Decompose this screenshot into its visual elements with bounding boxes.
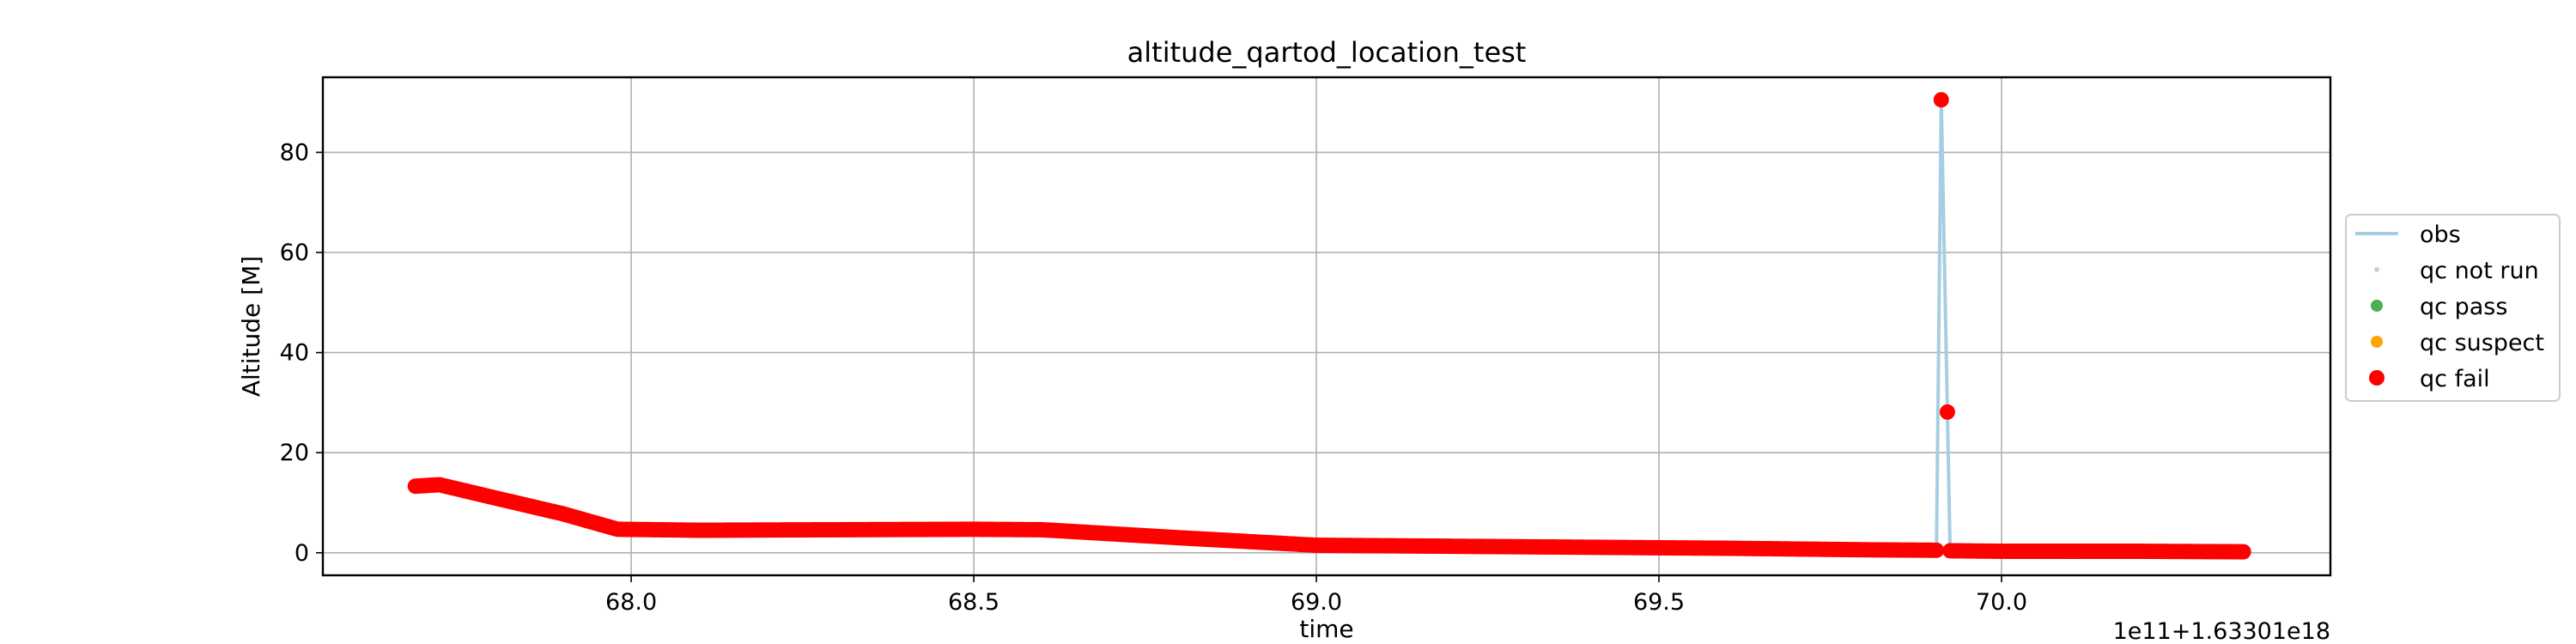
y-axis-ticks: 0 20 40 60 80 (280, 139, 323, 567)
legend-box (2345, 214, 2561, 402)
x-offset-text: 1e11+1.63301e18 (2113, 618, 2330, 644)
legend-marker-3 (2371, 336, 2383, 348)
y-tick-label-3: 60 (280, 240, 309, 266)
qc-fail-point-556 (1939, 404, 1955, 420)
y-tick-label-2: 40 (280, 340, 309, 367)
y-tick-label-1: 20 (280, 440, 309, 466)
legend: obs qc not run qc pass qc suspect qc fail (2345, 214, 2561, 402)
legend-label-3: qc suspect (2420, 330, 2544, 356)
grid (323, 77, 2330, 575)
x-tick-label-1: 68.5 (948, 589, 999, 616)
qc-fail-point-spike (1933, 92, 1949, 108)
y-tick-label-0: 0 (295, 540, 309, 567)
qc-fail-point-664 (2235, 544, 2251, 560)
x-tick-label-4: 70.0 (1976, 589, 2027, 616)
chart-title: altitude_qartod_location_test (1127, 36, 1527, 69)
plot-frame (321, 76, 2332, 577)
legend-marker-1 (2374, 267, 2379, 272)
y-tick-label-4: 80 (280, 139, 309, 166)
x-tick-label-3: 69.5 (1633, 589, 1685, 616)
x-axis-label: time (1299, 615, 1353, 643)
qc-fail-point-555 (1929, 542, 1945, 558)
obs-line (415, 100, 2245, 554)
legend-marker-2 (2371, 300, 2383, 312)
legend-label-1: qc not run (2420, 258, 2539, 284)
legend-label-0: obs (2420, 222, 2461, 248)
legend-marker-4 (2369, 370, 2385, 386)
x-tick-label-2: 69.0 (1291, 589, 1342, 616)
legend-label-4: qc fail (2420, 366, 2490, 392)
legend-label-2: qc pass (2420, 294, 2507, 320)
x-tick-label-0: 68.0 (605, 589, 657, 616)
qc-fail-series (407, 92, 2251, 560)
y-axis-label: Altitude [M] (237, 256, 265, 397)
obs-series (415, 100, 2245, 554)
x-axis-ticks: 68.0 68.5 69.0 69.5 70.0 (605, 575, 2027, 616)
